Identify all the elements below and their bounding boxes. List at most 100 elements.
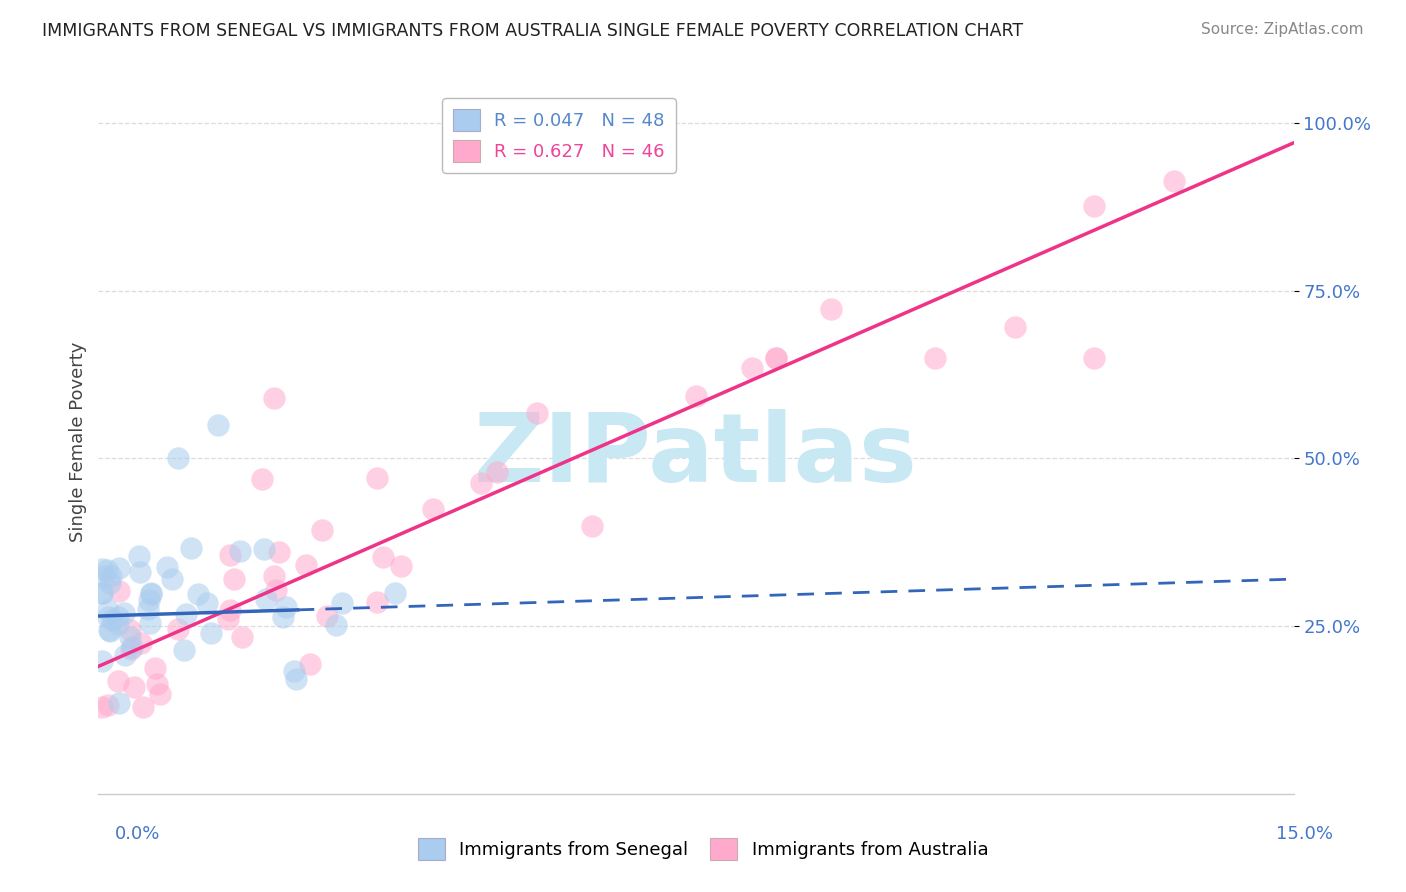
Point [685,389,707,403]
Point [224,572,246,586]
Point [250,472,273,486]
Point [366,471,388,485]
Y-axis label: Single Female Poverty: Single Female Poverty [69,342,87,541]
Point [96,563,118,577]
Point [129,565,152,579]
Point [741,361,763,376]
Point [107,610,129,624]
Point [229,544,252,558]
Text: 0.0%: 0.0% [115,825,160,843]
Point [156,560,179,574]
Point [145,677,167,691]
Point [218,548,240,562]
Point [1083,199,1105,213]
Point [141,587,163,601]
Point [330,596,353,610]
Point [285,673,308,687]
Point [219,603,242,617]
Point [91,585,114,599]
Point [384,586,406,600]
Point [765,351,787,365]
Point [217,611,239,625]
Point [765,351,787,365]
Point [112,606,135,620]
Point [107,561,129,575]
Point [1163,174,1185,188]
Point [298,657,321,671]
Point [267,545,290,559]
Point [121,640,143,654]
Point [97,623,120,637]
Point [283,664,305,678]
Point [311,524,333,538]
Point [263,569,285,583]
Point [167,451,190,466]
Point [195,596,218,610]
Point [160,572,183,586]
Point [485,465,508,479]
Point [1004,320,1026,334]
Point [100,613,122,627]
Point [924,351,946,365]
Point [176,607,198,621]
Point [107,696,129,710]
Point [108,584,131,599]
Point [271,610,294,624]
Point [98,624,121,638]
Point [254,591,277,606]
Point [389,558,412,573]
Point [91,586,114,600]
Point [98,576,121,591]
Point [167,622,190,636]
Point [422,502,444,516]
Point [138,601,160,615]
Point [128,549,150,563]
Point [93,568,115,582]
Point [132,699,155,714]
Point [97,610,120,624]
Point [91,699,114,714]
Point [138,615,160,630]
Point [200,625,222,640]
Text: IMMIGRANTS FROM SENEGAL VS IMMIGRANTS FROM AUSTRALIA SINGLE FEMALE POVERTY CORRE: IMMIGRANTS FROM SENEGAL VS IMMIGRANTS FR… [42,22,1024,40]
Point [264,583,287,598]
Point [180,541,202,556]
Point [138,592,160,607]
Point [371,549,394,564]
Point [581,518,603,533]
Point [91,562,114,576]
Point [145,661,167,675]
Point [100,569,122,583]
Point [253,542,276,557]
Point [107,616,129,631]
Point [97,603,120,617]
Point [470,475,492,490]
Point [124,681,146,695]
Point [294,558,316,572]
Point [820,301,842,316]
Text: Source: ZipAtlas.com: Source: ZipAtlas.com [1201,22,1364,37]
Point [118,624,141,638]
Legend: Immigrants from Senegal, Immigrants from Australia: Immigrants from Senegal, Immigrants from… [411,830,995,867]
Point [120,641,142,656]
Point [187,587,209,601]
Point [1083,351,1105,365]
Point [526,406,548,420]
Point [97,698,120,712]
Point [149,687,172,701]
Point [366,595,388,609]
Legend: R = 0.047   N = 48, R = 0.627   N = 46: R = 0.047 N = 48, R = 0.627 N = 46 [441,98,676,173]
Point [231,630,253,644]
Point [173,643,195,657]
Point [91,654,114,668]
Point [315,609,337,624]
Point [139,585,162,599]
Point [325,618,347,632]
Point [207,417,229,432]
Point [118,630,141,644]
Point [276,600,298,615]
Point [114,648,136,662]
Point [107,674,129,689]
Point [131,636,153,650]
Text: 15.0%: 15.0% [1275,825,1333,843]
